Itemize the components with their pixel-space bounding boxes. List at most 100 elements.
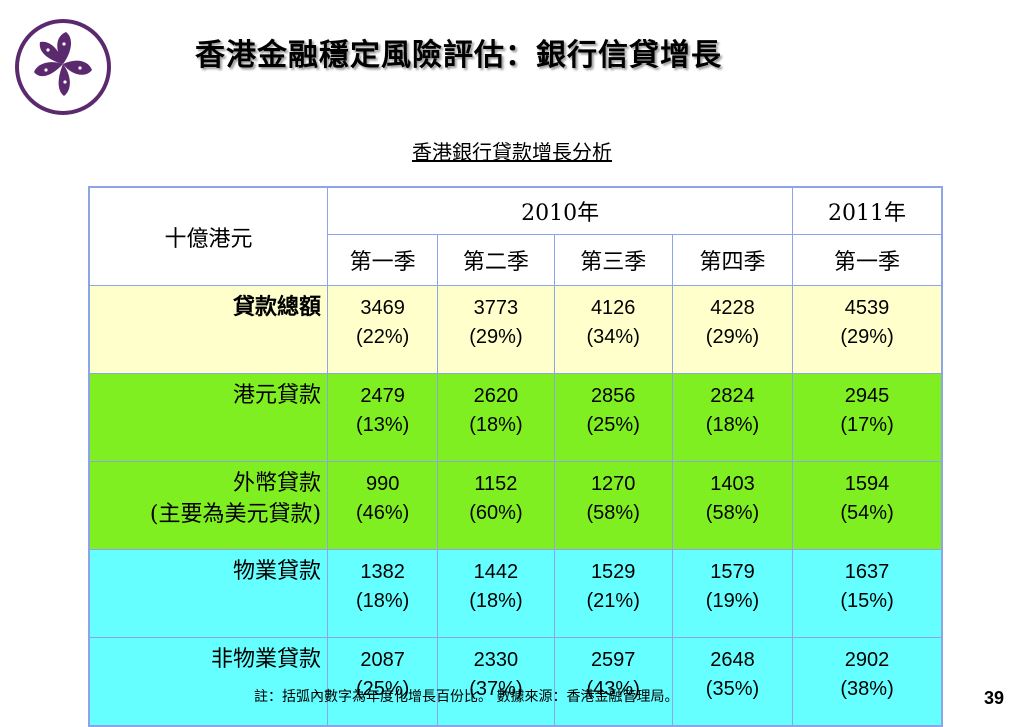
cell-value: 990	[365, 473, 400, 495]
cell-value: 1382	[360, 561, 405, 583]
cell-value: 3469	[360, 297, 405, 319]
cell-value: 1637	[844, 561, 890, 583]
row-label-line1: 港元貸款	[233, 383, 322, 408]
table-cell: 1403 (58%)	[671, 461, 794, 550]
cell-value: 2648	[710, 649, 755, 671]
cell-value: 2597	[590, 649, 636, 671]
table-cell: 2945 (17%)	[792, 373, 943, 462]
cell-value: 1152	[474, 473, 518, 495]
quarter-header: 第四季	[671, 234, 794, 286]
row-label-line1: 貸款總額	[233, 294, 322, 320]
year-header-2011: 2011年	[792, 186, 943, 235]
cell-growth: (35%)	[705, 678, 760, 700]
cell-growth: (60%)	[469, 502, 523, 524]
cell-growth: (18%)	[355, 590, 410, 612]
cell-value: 2479	[360, 385, 405, 407]
table-cell: 1529 (21%)	[553, 549, 673, 638]
cell-value: 1594	[844, 473, 890, 495]
cell-growth: (29%)	[840, 326, 894, 348]
cell-growth: (25%)	[586, 414, 640, 436]
table-row-fx-loans: 外幣貸款 (主要為美元貸款) 990 (46%) 1152 (60%) 1270 (5…	[88, 461, 943, 550]
cell-growth: (34%)	[586, 326, 640, 348]
table-cell: 4228 (29%)	[671, 285, 794, 374]
cell-growth: (19%)	[705, 590, 760, 612]
cell-growth: (58%)	[586, 502, 640, 524]
cell-growth: (46%)	[355, 502, 410, 524]
table-row-property-loans: 物業貸款 1382 (18%) 1442 (18%) 1529 (21%) 1579 (…	[88, 549, 943, 638]
loan-growth-table: 十億港元 2010年 2011年 第一季 第二季 第三季 第四季 第一季 貸款總…	[88, 186, 943, 727]
cell-value: 4228	[710, 297, 755, 319]
cell-growth: (17%)	[840, 414, 894, 436]
table-cell: 1152 (60%)	[437, 461, 555, 550]
cell-value: 2330	[473, 649, 519, 671]
page-title: 香港金融穩定風險評估：銀行信貸增長	[195, 38, 722, 73]
bauhinia-flower-icon	[14, 18, 112, 116]
footnote: 註：括弧內數字為年度化增長百份比。 數據來源：香港金融管理局。	[254, 689, 679, 705]
table-cell: 2902 (38%)	[792, 637, 943, 727]
table-cell: 2597 (43%)	[553, 637, 673, 727]
cell-value: 1403	[710, 473, 755, 495]
table-row-total-loans: 貸款總額 3469 (22%) 3773 (29%) 4126 (34%) 4228 (…	[88, 285, 943, 374]
cell-growth: (29%)	[469, 326, 523, 348]
cell-growth: (18%)	[705, 414, 760, 436]
table-cell: 2856 (25%)	[553, 373, 673, 462]
quarter-header: 第三季	[553, 234, 673, 286]
row-label-line2: (主要為美元貸款)	[149, 502, 322, 527]
cell-growth: (25%)	[355, 678, 410, 700]
cell-growth: (18%)	[469, 590, 523, 612]
table-cell: 2330 (37%)	[437, 637, 555, 727]
cell-growth: (43%)	[586, 678, 640, 700]
cell-value: 2087	[360, 649, 405, 671]
quarter-header: 第二季	[437, 234, 555, 286]
table-row-non-property-loans: 非物業貸款 2087 (25%) 2330 (37%) 2597 (43%) 2648…	[88, 637, 943, 727]
cell-growth: (38%)	[840, 678, 894, 700]
row-label: 物業貸款	[88, 549, 329, 638]
table-cell: 2620 (18%)	[437, 373, 555, 462]
year-header-2010: 2010年	[327, 186, 794, 235]
row-label: 非物業貸款	[88, 637, 329, 727]
cell-growth: (54%)	[840, 502, 894, 524]
year-header-row: 十億港元 2010年 2011年	[88, 186, 943, 286]
table-row-hkd-loans: 港元貸款 2479 (13%) 2620 (18%) 2856 (25%) 2824 (…	[88, 373, 943, 462]
table-cell: 1382 (18%)	[327, 549, 439, 638]
row-label: 外幣貸款 (主要為美元貸款)	[88, 461, 329, 550]
quarter-header-row: 第一季 第二季 第三季 第四季 第一季	[89, 234, 943, 286]
cell-value: 4539	[844, 297, 890, 319]
cell-value: 1442	[473, 561, 519, 583]
cell-value: 3773	[473, 297, 519, 319]
unit-label: 十億港元	[88, 186, 329, 286]
cell-value: 1579	[710, 561, 755, 583]
quarter-header: 第一季	[792, 234, 943, 286]
table-cell: 1270 (58%)	[553, 461, 673, 550]
table-cell: 2648 (35%)	[671, 637, 794, 727]
cell-growth: (21%)	[586, 590, 640, 612]
quarter-header: 第一季	[327, 234, 439, 286]
cell-growth: (29%)	[705, 326, 760, 348]
cell-value: 4126	[590, 297, 636, 319]
table-cell: 3773 (29%)	[437, 285, 555, 374]
cell-growth: (18%)	[469, 414, 523, 436]
page-number: 39	[983, 688, 1004, 708]
table-cell: 4126 (34%)	[553, 285, 673, 374]
cell-value: 2945	[844, 385, 890, 407]
row-label: 港元貸款	[88, 373, 329, 462]
cell-growth: (37%)	[469, 678, 523, 700]
cell-value: 2856	[590, 385, 636, 407]
table-cell: 2479 (13%)	[327, 373, 439, 462]
cell-growth: (15%)	[840, 590, 894, 612]
row-label: 貸款總額	[88, 285, 329, 374]
cell-value: 2902	[844, 649, 890, 671]
cell-value: 1529	[590, 561, 636, 583]
table-cell: 990 (46%)	[327, 461, 439, 550]
table-cell: 1579 (19%)	[671, 549, 794, 638]
cell-value: 2824	[710, 385, 755, 407]
row-label-line1: 外幣貸款	[233, 471, 322, 496]
table-cell: 1637 (15%)	[792, 549, 943, 638]
table-cell: 2087 (25%)	[327, 637, 439, 727]
table-cell: 2824 (18%)	[671, 373, 794, 462]
row-label-line1: 非物業貸款	[211, 647, 322, 672]
row-label-line1: 物業貸款	[233, 559, 322, 584]
cell-growth: (58%)	[705, 502, 760, 524]
cell-growth: (22%)	[355, 326, 410, 348]
table-cell: 1594 (54%)	[792, 461, 943, 550]
